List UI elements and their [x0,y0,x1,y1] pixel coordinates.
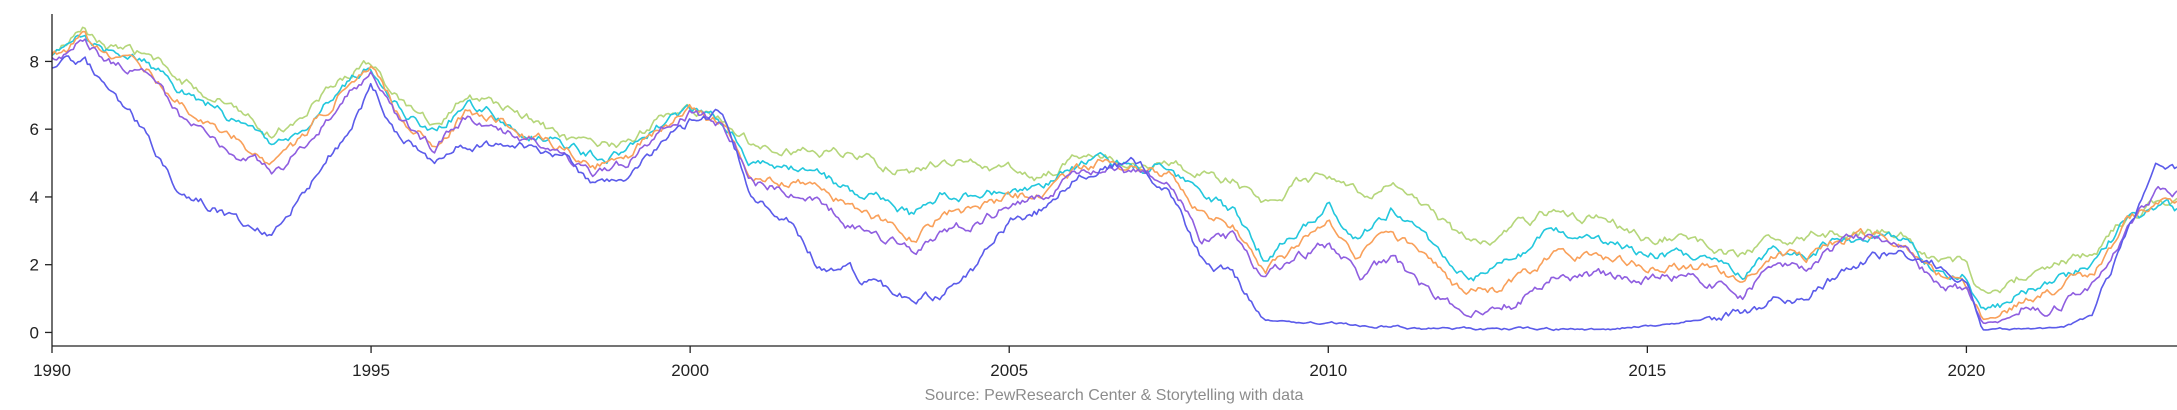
axis-layer: 0 2 4 6 8 1990 1995 2000 2005 2010 2015 2020 [30,14,2177,380]
series-line-3 [51,30,2177,321]
y-tick-label: 8 [30,52,39,71]
source-note: Source: PewResearch Center & Storytellin… [925,387,1304,404]
y-tick-label: 6 [30,120,39,139]
y-axis-ticks: 0 2 4 6 8 [30,52,52,342]
x-tick-label: 2020 [1948,361,1986,380]
x-tick-label: 2005 [990,361,1028,380]
x-axis-ticks: 1990 1995 2000 2005 2010 2015 2020 [33,346,1985,380]
series-layer [51,26,2177,332]
x-tick-label: 1990 [33,361,71,380]
x-tick-label: 2010 [1309,361,1347,380]
y-tick-label: 4 [30,188,39,207]
y-tick-label: 0 [30,323,39,342]
x-tick-label: 2015 [1628,361,1666,380]
x-tick-label: 1995 [352,361,390,380]
series-line-5 [51,55,2177,332]
x-tick-label: 2000 [671,361,709,380]
series-line-4 [51,38,2177,325]
y-tick-label: 2 [30,256,39,275]
series-line-2 [51,34,2177,311]
